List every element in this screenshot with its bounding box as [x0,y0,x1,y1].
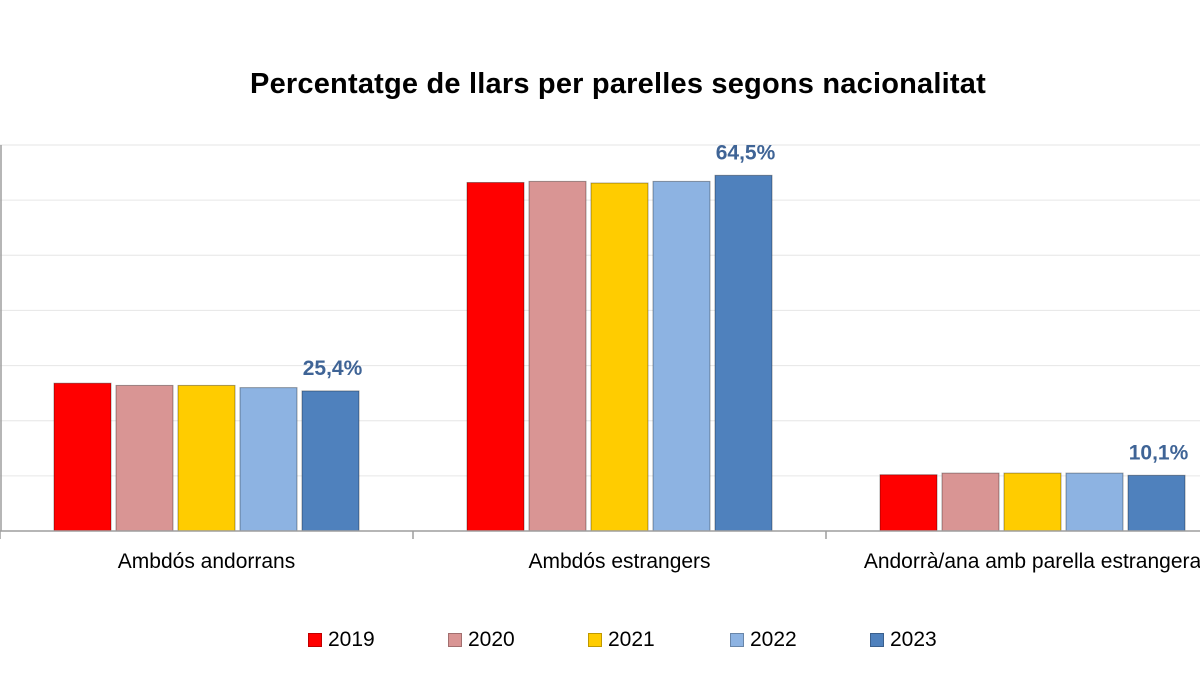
bar-2021-2 [590,182,649,532]
legend-item-2023: 2023 [870,628,937,652]
chart-title: Percentatge de llars per parelles segons… [250,68,986,100]
bar-2023-3 [1127,474,1186,532]
bar-2022-2 [652,180,711,532]
x-axis [0,145,1200,539]
bar-2023-1 [301,390,360,532]
legend-label: 2022 [750,628,797,651]
data-labels: 25,4% 64,5% 10,1% [303,141,1189,464]
category-label: Andorrà/ana amb parella estrangera [864,550,1200,573]
bar-2019-1 [53,382,112,532]
legend-item-2019: 2019 [308,628,375,652]
bar-2020-1 [115,384,174,532]
legend-label: 2021 [608,628,655,651]
category-label: Ambdós andorrans [118,550,295,573]
data-label: 10,1% [1129,441,1189,464]
bar-2020-3 [941,472,1000,532]
legend-label: 2019 [328,628,375,651]
bar-2019-3 [879,474,938,532]
bar-2023-2 [714,174,773,532]
bar-2022-3 [1065,472,1124,532]
bar-2021-1 [177,384,236,532]
bar-2020-2 [528,180,587,532]
legend-item-2022: 2022 [730,628,797,652]
data-label: 25,4% [303,357,363,380]
legend-label: 2020 [468,628,515,651]
bar-2022-1 [239,387,298,532]
legend-swatch [448,633,462,647]
data-label: 64,5% [716,141,776,164]
legend-swatch [588,633,602,647]
bar-2019-2 [466,181,525,532]
legend-swatch [308,633,322,647]
category-labels: Ambdós andorrans Ambdós estrangers Andorrà… [118,550,1200,573]
legend-swatch [870,633,884,647]
legend-label: 2023 [890,628,937,651]
bars [53,174,1186,532]
legend-item-2020: 2020 [448,628,515,652]
legend-swatch [730,633,744,647]
category-label: Ambdós estrangers [528,550,710,573]
bar-2021-3 [1003,472,1062,532]
legend-item-2021: 2021 [588,628,655,652]
